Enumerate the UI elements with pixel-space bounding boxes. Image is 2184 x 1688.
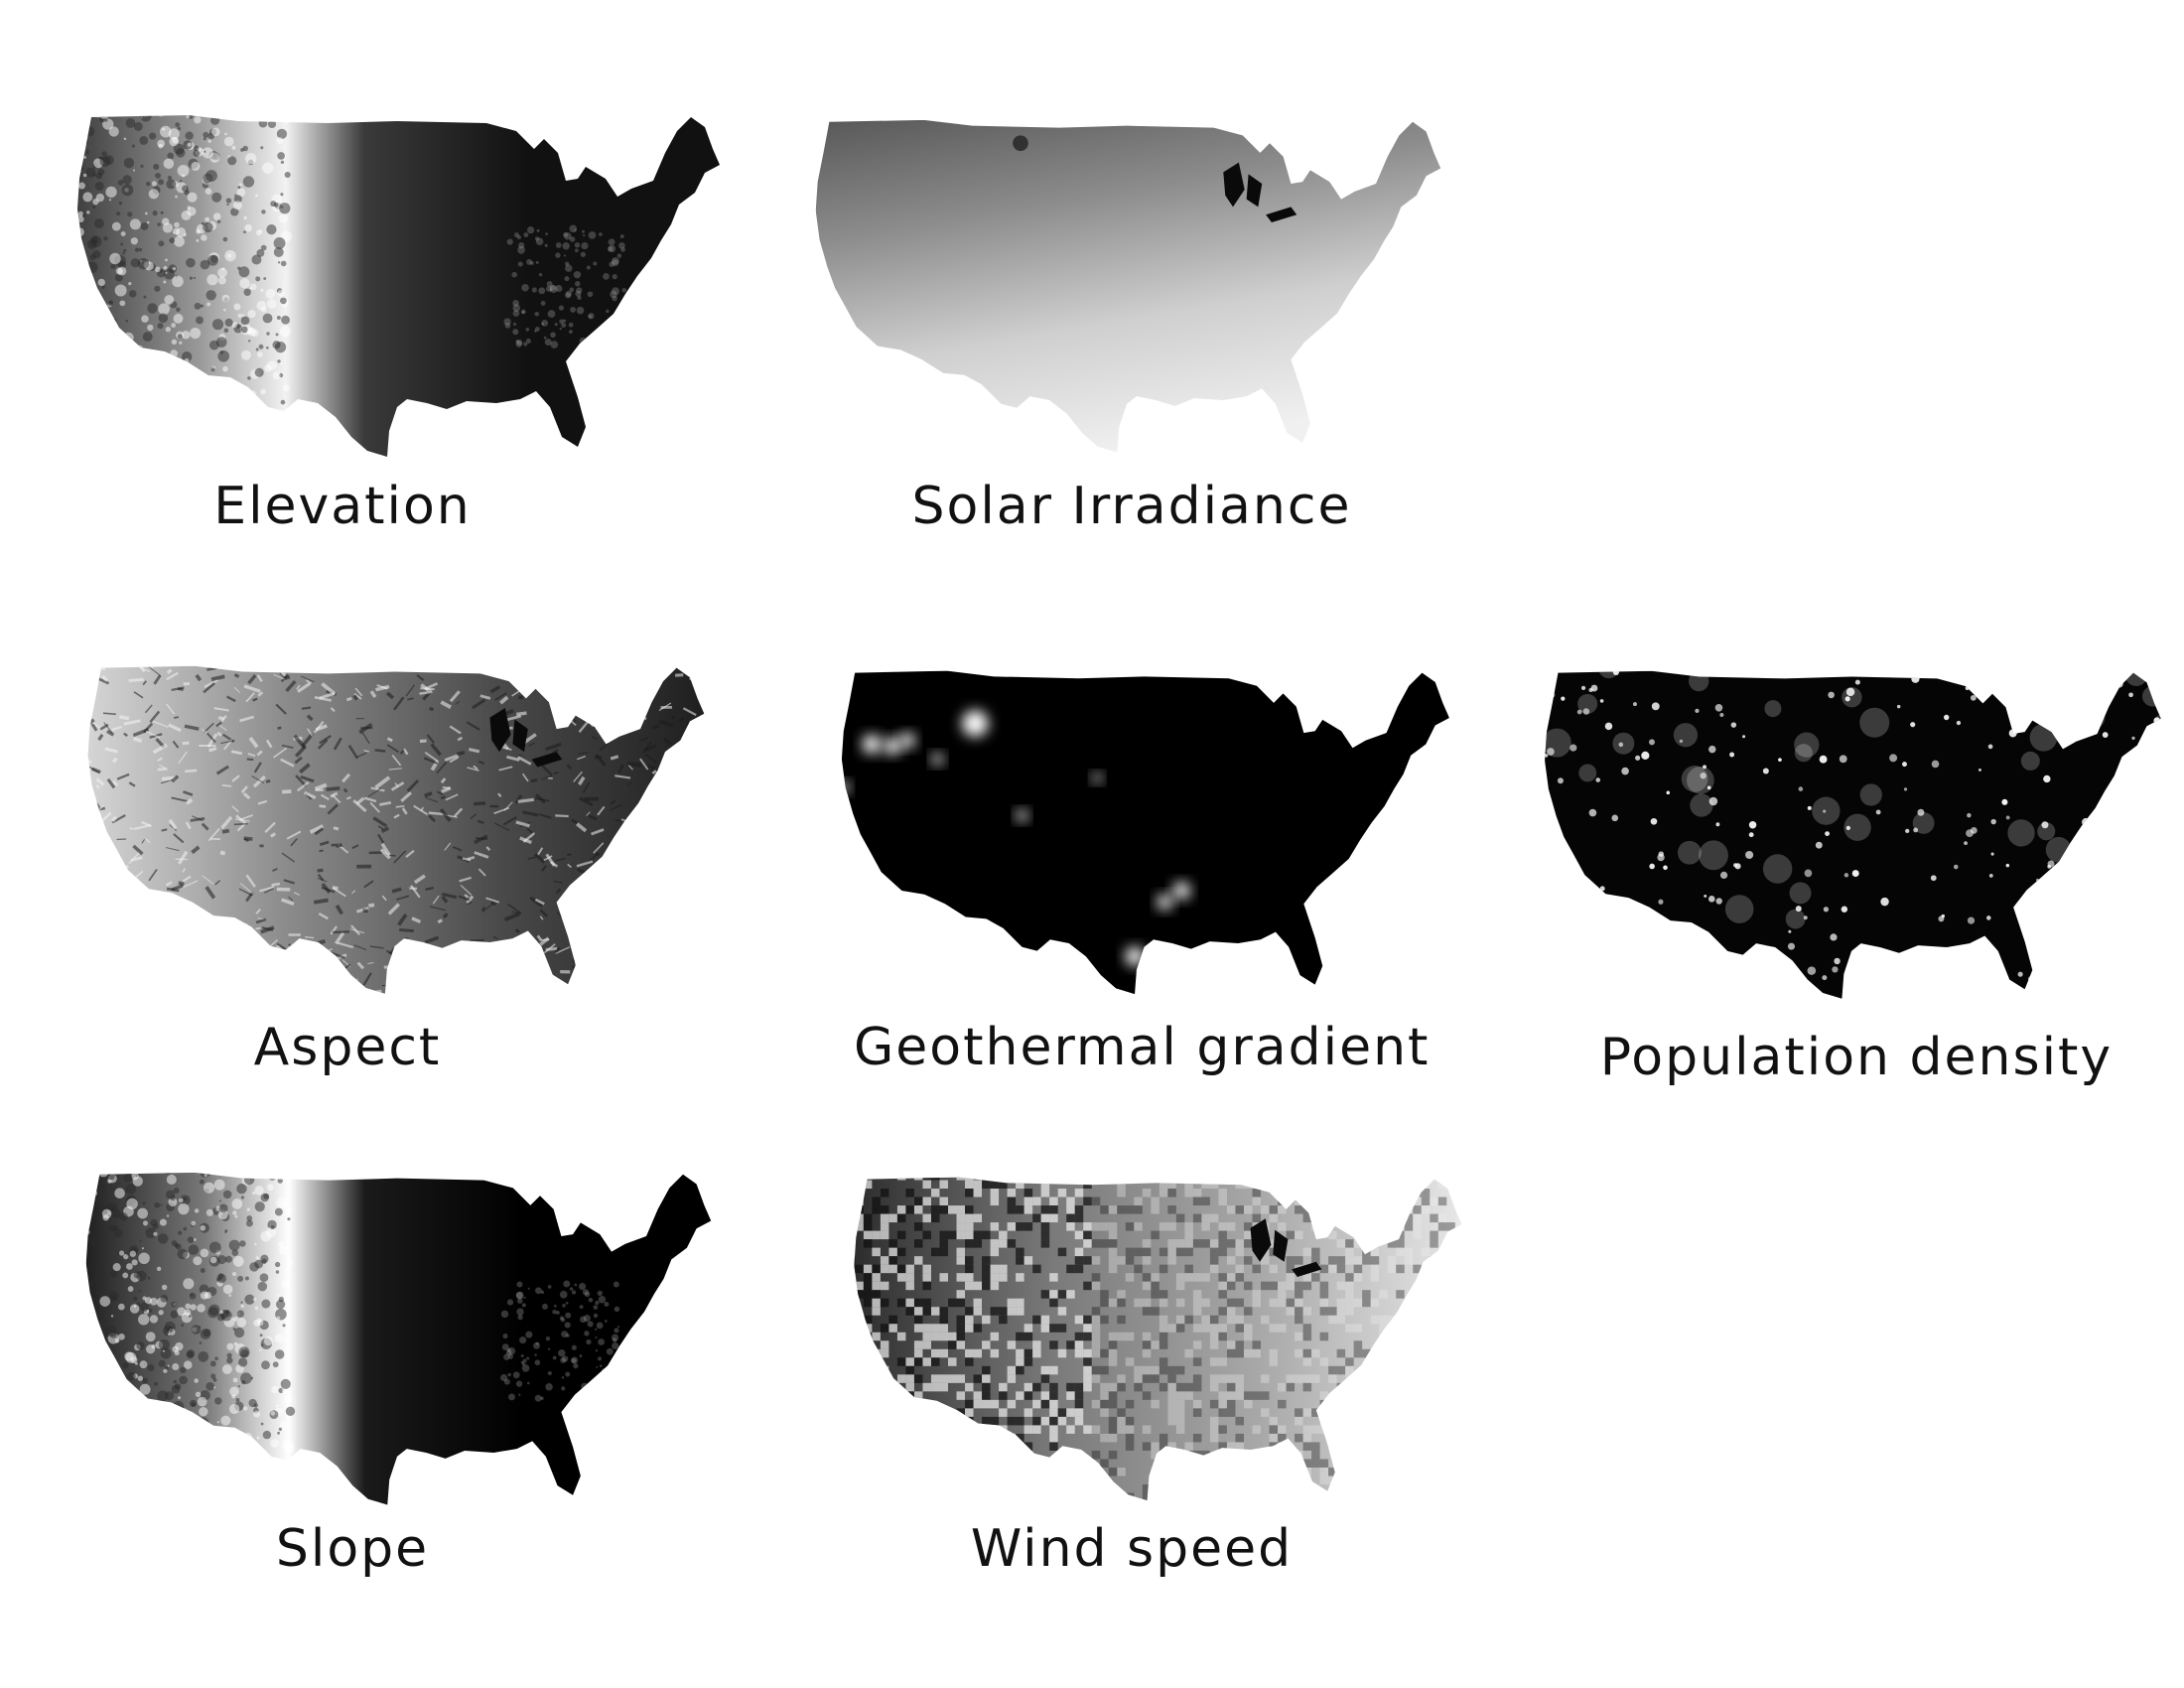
elevation-caption: Elevation [213,477,472,536]
aspect-caption: Aspect [253,1018,442,1077]
solar-map-fill [815,119,1441,453]
population-map-fill [1545,670,2161,999]
geothermal-gradient-map [841,670,1449,995]
aspect-great-lakes [489,707,563,768]
aspect-map [87,665,705,994]
wind-map-fill [854,1177,1462,1501]
wind-speed-map [854,1177,1462,1501]
wind-speed-caption: Wind speed [970,1519,1294,1579]
wind-great-lakes [1250,1218,1322,1277]
slope-caption: Slope [275,1519,430,1579]
population-density-map [1545,670,2161,999]
solar-great-lakes [1223,162,1297,222]
slope-map [85,1172,712,1505]
slope-map-fill [85,1172,712,1505]
geothermal-map-fill [841,670,1449,995]
solar-irradiance-caption: Solar Irradiance [911,477,1352,536]
elevation-map-fill [77,115,720,457]
elevation-map [77,115,720,457]
aspect-map-fill [87,665,705,994]
solar-irradiance-map [815,119,1441,453]
population-density-caption: Population density [1599,1028,2114,1087]
geothermal-gradient-caption: Geothermal gradient [854,1018,1431,1077]
